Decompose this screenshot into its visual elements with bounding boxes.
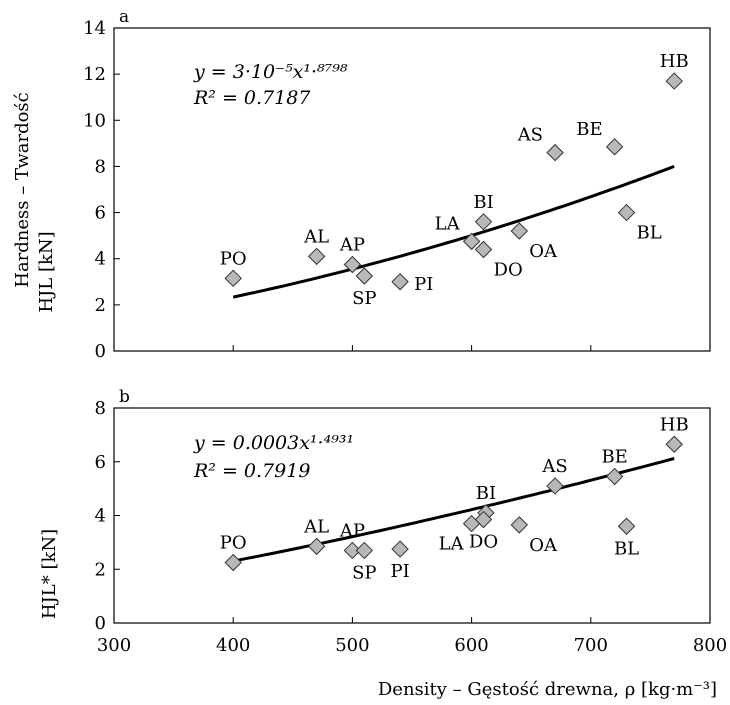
y-tick-label: 2 [95,559,106,580]
data-point-al [307,537,326,556]
x-tick-label: 300 [97,635,131,656]
point-label-hb: HB [660,51,689,72]
panel-b-letter: b [119,387,130,407]
y-tick-label: 0 [95,341,106,362]
x-tick-label: 700 [574,635,608,656]
point-label-ap: AP [339,520,365,541]
y-tick-label: 12 [83,64,106,85]
y-tick-label: 2 [95,295,106,316]
point-label-bl: BL [614,538,639,559]
point-label-po: PO [220,248,247,269]
point-label-as: AS [541,456,567,477]
panel-a-letter: a [119,7,129,27]
data-point-do [474,240,493,259]
trend-line [232,164,675,299]
point-label-sp: SP [352,562,376,583]
data-point-oa [510,222,528,240]
y-tick-label: 6 [95,452,106,473]
y-tick-label: 0 [95,613,106,634]
panel-b-marks: 0 2 4 6 8 PO AL AP SP PI LA BI DO OA AS BE BL HB [95,398,711,634]
y-tick-label: 6 [95,203,106,224]
data-point-as [546,143,564,162]
x-tick-label: 800 [693,635,727,656]
data-point-sp [355,541,374,560]
panel-a-frame [113,27,711,352]
y-tick-label: 4 [95,249,106,270]
y-tick-label: 14 [83,18,106,39]
point-label-bi: BI [476,483,496,504]
y-tick-label: 4 [95,506,106,527]
data-point-as [546,477,564,495]
data-point-po [224,553,242,572]
point-label-do: DO [469,532,498,553]
point-label-pi: PI [414,274,433,295]
point-label-be: BE [601,447,627,468]
panel-a-ylabel-line1: Hardness – Twardość [12,92,33,288]
point-label-po: PO [220,533,247,554]
panel-b-ylabel: HJL* [kN] [39,529,60,619]
panel-b: b y = 0.0003x¹·⁴⁹³¹ R² = 0.7919 HJL* [kN… [39,387,711,634]
x-tick-label: 600 [454,635,488,656]
point-label-la: LA [435,213,461,234]
point-label-bl: BL [637,223,662,244]
data-point-ap [343,541,362,560]
point-label-sp: SP [352,288,376,309]
data-point-bl [617,517,636,535]
data-point-al [307,247,326,266]
data-point-bl [617,203,636,222]
data-point-ap [343,255,362,274]
point-label-oa: OA [529,241,558,262]
data-point-sp [355,267,374,285]
panel-a-equation: y = 3·10⁻⁵x¹·⁸⁷⁹⁸ [193,61,348,83]
data-point-be [605,467,624,486]
panel-a-ylabel-line2: HJL [kN] [36,231,57,312]
point-label-la: LA [439,534,465,555]
x-axis-ticks: 300 400 500 600 700 800 [97,635,727,656]
data-point-do [474,510,493,529]
panel-a: a y = 3·10⁻⁵x¹·⁸⁷⁹⁸ R² = 0.7187 Hardness… [12,7,711,362]
point-label-be: BE [576,119,602,140]
x-tick-label: 500 [335,635,369,656]
point-label-hb: HB [660,414,689,435]
data-point-hb [665,435,683,453]
point-label-ap: AP [339,234,365,255]
data-point-be [605,138,624,156]
point-label-bi: BI [473,192,493,213]
data-point-hb [665,72,683,90]
point-label-al: AL [303,516,329,537]
data-point-oa [510,516,528,534]
y-tick-label: 8 [95,398,106,419]
data-point-pi [391,540,409,558]
trend-line [232,457,675,563]
x-axis-label: Density – Gęstość drewna, ρ [kg·m⁻³] [378,679,717,700]
data-point-pi [391,273,409,291]
panel-a-marks: 0 2 4 6 8 10 12 14 PO AL AP SP PI LA BI DO OA AS BE BL HB [83,18,711,362]
point-label-as: AS [517,125,543,146]
point-label-pi: PI [390,561,409,582]
panel-a-r2: R² = 0.7187 [193,87,311,109]
point-label-al: AL [303,226,329,247]
y-tick-label: 10 [83,110,106,131]
data-point-bi [474,213,493,231]
data-point-la [462,232,481,251]
point-label-oa: OA [529,535,558,556]
panel-b-equation: y = 0.0003x¹·⁴⁹³¹ [193,432,354,454]
y-tick-label: 8 [95,156,106,177]
panel-b-r2: R² = 0.7919 [193,460,310,482]
x-tick-label: 400 [216,635,250,656]
data-point-po [224,269,242,288]
point-label-do: DO [494,259,523,280]
